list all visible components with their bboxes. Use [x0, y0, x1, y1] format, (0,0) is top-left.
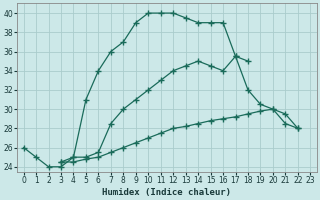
X-axis label: Humidex (Indice chaleur): Humidex (Indice chaleur) — [102, 188, 231, 197]
